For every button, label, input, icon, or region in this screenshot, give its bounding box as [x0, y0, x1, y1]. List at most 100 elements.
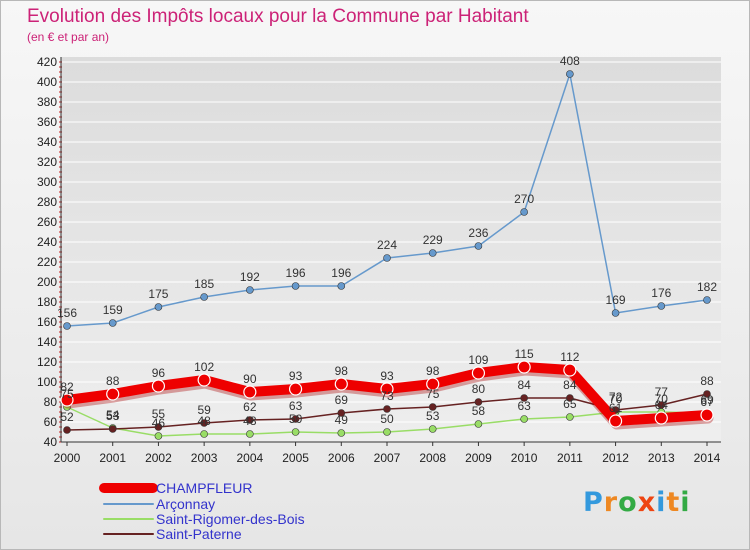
data-label: 48: [197, 414, 211, 428]
data-point: [520, 208, 528, 216]
data-label: 69: [700, 393, 714, 407]
data-label: 96: [152, 366, 166, 380]
data-point: [151, 379, 166, 393]
x-tick-label: 2011: [557, 451, 583, 465]
data-label: 224: [377, 238, 397, 252]
data-label: 159: [103, 303, 123, 317]
data-label: 102: [194, 360, 214, 374]
data-point: [657, 302, 666, 310]
data-label: 46: [152, 416, 166, 430]
data-label: 84: [563, 378, 577, 392]
data-label: 112: [560, 350, 579, 364]
data-point: [383, 428, 391, 436]
y-tick-label: 360: [37, 115, 57, 129]
data-point: [703, 296, 711, 304]
logo-letter: o: [618, 487, 638, 518]
data-label: 55: [152, 407, 166, 421]
x-tick-label: 2003: [191, 451, 218, 465]
data-point: [200, 293, 208, 301]
data-label: 408: [560, 54, 580, 68]
y-tick-label: 100: [37, 375, 57, 389]
x-tick-label: 2007: [374, 451, 401, 465]
logo-letter: i: [656, 487, 667, 518]
data-point: [200, 430, 208, 438]
data-label: 175: [148, 287, 168, 301]
legend-label: Arçonnay: [156, 496, 215, 512]
data-point: [200, 419, 208, 427]
y-tick-label: 120: [37, 355, 57, 369]
data-point: [246, 286, 254, 294]
data-point: [337, 409, 346, 417]
y-tick-label: 280: [37, 195, 57, 209]
data-point: [566, 394, 574, 402]
x-tick-label: 2001: [99, 451, 126, 465]
y-tick-label: 220: [37, 255, 57, 269]
y-tick-label: 400: [37, 75, 57, 89]
plot-area: [61, 57, 721, 442]
x-tick-label: 2013: [648, 451, 675, 465]
data-label: 109: [468, 353, 488, 367]
data-point: [291, 415, 300, 423]
x-tick-label: 2005: [282, 451, 309, 465]
y-tick-label: 80: [44, 395, 58, 409]
data-point: [246, 430, 254, 438]
data-point: [154, 423, 163, 431]
data-point: [108, 425, 117, 433]
y-tick-label: 40: [44, 435, 58, 449]
data-label: 63: [289, 399, 303, 413]
data-point: [474, 398, 483, 406]
data-point: [703, 390, 711, 398]
data-label: 192: [240, 270, 260, 284]
data-label: 88: [106, 374, 120, 388]
data-label: 75: [426, 387, 440, 401]
data-label: 115: [515, 347, 534, 361]
x-tick-label: 2010: [511, 451, 538, 465]
data-point: [520, 415, 528, 423]
data-label: 98: [335, 364, 349, 378]
y-tick-label: 180: [37, 295, 57, 309]
data-point: [383, 405, 391, 413]
x-tick-label: 2006: [328, 451, 355, 465]
data-label: 72: [609, 390, 623, 404]
data-point: [700, 408, 714, 422]
data-point: [520, 394, 528, 402]
y-tick-label: 420: [37, 55, 57, 69]
y-tick-label: 140: [37, 335, 57, 349]
data-point: [566, 70, 574, 78]
y-tick-label: 340: [37, 135, 57, 149]
y-tick-label: 200: [37, 275, 57, 289]
data-point: [474, 420, 483, 428]
data-point: [471, 366, 486, 380]
data-label: 73: [380, 389, 394, 403]
data-point: [243, 385, 257, 399]
data-label: 169: [606, 293, 626, 307]
data-point: [611, 309, 620, 317]
data-label: 69: [335, 393, 349, 407]
logo-letter: i: [680, 487, 691, 518]
data-point: [246, 416, 254, 424]
data-label: 64: [655, 398, 669, 412]
data-label: 93: [380, 369, 394, 383]
data-point: [383, 254, 391, 262]
data-label: 53: [426, 409, 440, 423]
data-label: 67: [700, 395, 714, 409]
y-tick-label: 240: [37, 235, 57, 249]
data-label: 84: [517, 378, 531, 392]
data-point: [337, 429, 346, 437]
data-point: [60, 393, 74, 407]
data-point: [474, 242, 483, 250]
logo-letter: t: [666, 487, 681, 518]
data-label: 54: [106, 408, 120, 422]
x-tick-label: 2008: [419, 451, 446, 465]
y-tick-label: 260: [37, 215, 57, 229]
data-label: 88: [700, 374, 714, 388]
x-tick-label: 2012: [602, 451, 629, 465]
data-label: 50: [289, 412, 303, 426]
x-tick-label: 2000: [54, 451, 81, 465]
data-label: 182: [697, 280, 717, 294]
data-label: 270: [514, 192, 534, 206]
data-label: 185: [194, 277, 214, 291]
y-tick-label: 60: [44, 415, 58, 429]
data-point: [657, 401, 666, 409]
